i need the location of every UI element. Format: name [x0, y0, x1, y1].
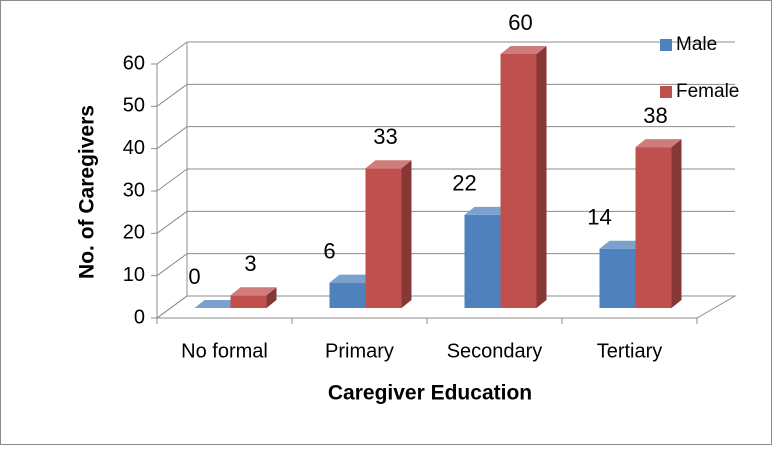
value-label: 6 — [323, 238, 335, 263]
bar-face — [671, 139, 682, 308]
grid-line-side — [156, 295, 188, 319]
bar-face — [365, 160, 412, 169]
y-tick-label: 0 — [134, 306, 145, 328]
bar-face — [635, 139, 682, 148]
grid-line-side — [156, 168, 188, 192]
y-tick-label: 20 — [123, 222, 145, 244]
grid-line-side — [156, 126, 188, 150]
y-tick-label: 40 — [123, 137, 145, 159]
grid-line-side — [156, 41, 188, 65]
y-tick-label: 60 — [123, 52, 145, 74]
x-tick-label: No formal — [181, 340, 268, 362]
bar-face — [401, 160, 412, 308]
x-tick-label: Tertiary — [597, 340, 663, 362]
legend-swatch — [660, 86, 672, 98]
value-label: 38 — [643, 103, 667, 128]
bar — [500, 46, 547, 308]
bar-face — [464, 214, 501, 308]
value-label: 22 — [452, 171, 476, 196]
legend-label: Female — [676, 81, 739, 102]
bar-face — [230, 295, 267, 308]
bar-face — [536, 46, 547, 308]
value-label: 33 — [373, 124, 397, 149]
x-tick-label: Secondary — [447, 340, 543, 362]
bar — [194, 300, 241, 308]
bar-face — [464, 206, 511, 215]
bar-face — [329, 282, 366, 308]
y-tick-label: 10 — [123, 264, 145, 286]
y-tick-label: 30 — [123, 179, 145, 201]
grid-line-side — [156, 210, 188, 234]
value-label: 0 — [188, 264, 200, 289]
bar-face — [599, 248, 636, 308]
value-label: 14 — [587, 205, 611, 230]
bar-face — [635, 147, 672, 308]
legend-label: Male — [676, 34, 717, 55]
y-axis-title: No. of Caregivers — [76, 105, 99, 279]
bar-face — [500, 46, 547, 54]
x-axis-title: Caregiver Education — [328, 382, 532, 405]
bar-face — [230, 287, 277, 296]
x-tick-label: Primary — [325, 340, 394, 362]
y-tick-label: 50 — [123, 95, 145, 117]
bar-face — [365, 168, 402, 308]
grid-line-side — [156, 83, 188, 107]
bar — [635, 139, 682, 308]
bar-face — [194, 300, 241, 308]
bar-face — [329, 274, 376, 283]
value-label: 3 — [244, 251, 256, 276]
bar-face — [500, 54, 537, 308]
legend-swatch — [660, 39, 672, 51]
bar — [230, 287, 277, 308]
bar-face — [266, 287, 277, 308]
bar — [365, 160, 412, 308]
bar-face — [599, 240, 646, 249]
grid-line-side — [156, 253, 188, 277]
value-label: 60 — [508, 10, 532, 35]
